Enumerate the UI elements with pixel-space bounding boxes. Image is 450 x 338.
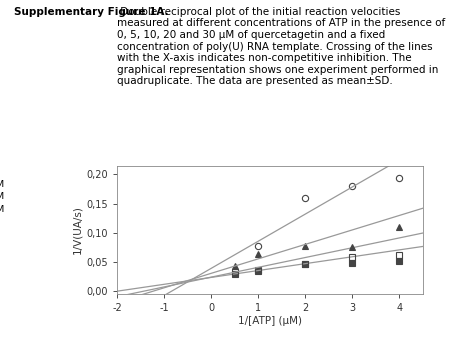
X-axis label: 1/[ATP] (μM): 1/[ATP] (μM) <box>238 316 302 326</box>
Text: Supplementary Figure 1A.: Supplementary Figure 1A. <box>14 7 168 17</box>
Y-axis label: 1/V(UA/s): 1/V(UA/s) <box>72 206 82 254</box>
Legend: 5 μM, 10 μM, 20 μM, 30 μM: 5 μM, 10 μM, 20 μM, 30 μM <box>0 168 4 214</box>
Text: Double reciprocal plot of the initial reaction velocities measured at different : Double reciprocal plot of the initial re… <box>117 7 446 87</box>
